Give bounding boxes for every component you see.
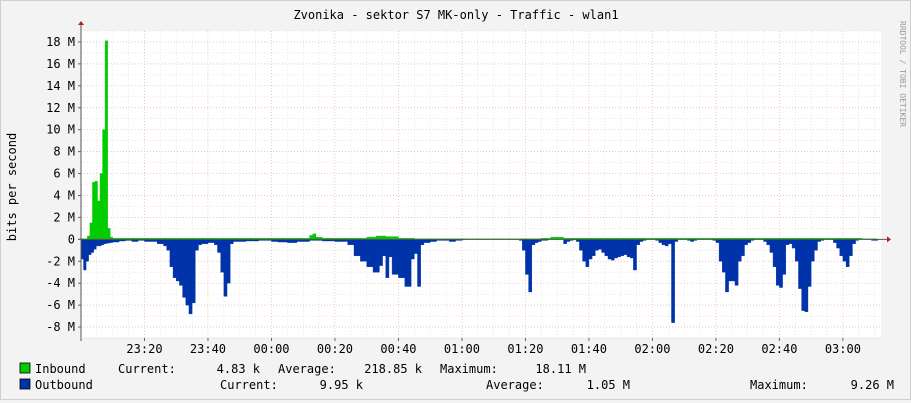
y-tick-label: 12 M	[46, 101, 75, 115]
legend-inbound-current: 4.83 k	[217, 362, 261, 376]
legend-inbound-maximum: 18.11 M	[535, 362, 586, 376]
legend-outbound-maximum-label: Maximum:	[750, 378, 808, 392]
x-tick-label: 01:40	[571, 342, 607, 356]
legend-name-outbound: Outbound	[35, 378, 93, 392]
legend-outbound-maximum: 9.26 M	[851, 378, 894, 392]
y-tick-label: 14 M	[46, 79, 75, 93]
x-axis-arrow	[887, 236, 891, 243]
y-tick-label: -2 M	[46, 254, 75, 268]
legend-outbound-average-label: Average:	[486, 378, 544, 392]
legend-inbound-average-label: Average:	[278, 362, 336, 376]
y-tick-label: 0	[68, 232, 75, 246]
legend-outbound-average: 1.05 M	[587, 378, 630, 392]
x-tick-label: 23:20	[126, 342, 162, 356]
grid	[81, 30, 881, 339]
y-tick-label: 10 M	[46, 123, 75, 137]
x-tick-label: 02:00	[634, 342, 670, 356]
legend-swatch-inbound	[19, 362, 31, 374]
rrdtool-watermark: RRDTOOL / TOBI OETIKER	[898, 21, 907, 127]
x-tick-label: 02:40	[761, 342, 797, 356]
legend-inbound-current-label: Current:	[118, 362, 176, 376]
chart-title: Zvonika - sektor S7 MK-only - Traffic - …	[293, 8, 618, 22]
y-tick-label: 2 M	[53, 210, 75, 224]
legend-outbound-current: 9.95 k	[320, 378, 364, 392]
y-axis-label: bits per second	[5, 133, 19, 241]
y-tick-label: -4 M	[46, 276, 75, 290]
x-tick-label: 00:20	[317, 342, 353, 356]
series-area-outbound	[80, 239, 881, 323]
legend-inbound-average: 218.85 k	[364, 362, 423, 376]
legend: Inbound Current: 4.83 k Average: 218.85 …	[19, 362, 894, 392]
legend-name-inbound: Inbound	[35, 362, 86, 376]
x-tick-label: 00:00	[253, 342, 289, 356]
y-tick-label: 16 M	[46, 57, 75, 71]
legend-inbound-maximum-label: Maximum:	[440, 362, 498, 376]
x-tick-label: 00:40	[380, 342, 416, 356]
y-tick-label: -8 M	[46, 320, 75, 334]
y-tick-label: -6 M	[46, 298, 75, 312]
legend-outbound-current-label: Current:	[220, 378, 278, 392]
y-axis-arrow	[78, 21, 84, 25]
x-tick-label: 01:00	[444, 342, 480, 356]
x-tick-label: 01:20	[507, 342, 543, 356]
x-tick-label: 02:20	[698, 342, 734, 356]
x-tick-label: 23:40	[190, 342, 226, 356]
axes	[78, 21, 891, 341]
y-tick-label: 6 M	[53, 167, 75, 181]
y-tick-label: 18 M	[46, 35, 75, 49]
y-tick-label: 8 M	[53, 145, 75, 159]
series-area-inbound	[80, 40, 878, 240]
tick-labels: 18 M 16 M 14 M 12 M 10 M 8 M 6 M 4 M 2 M 0 -2 M -4 …	[46, 35, 861, 356]
x-tick-label: 03:00	[825, 342, 861, 356]
series-layer	[80, 40, 881, 323]
y-tick-label: 4 M	[53, 188, 75, 202]
legend-swatch-outbound	[19, 378, 31, 390]
